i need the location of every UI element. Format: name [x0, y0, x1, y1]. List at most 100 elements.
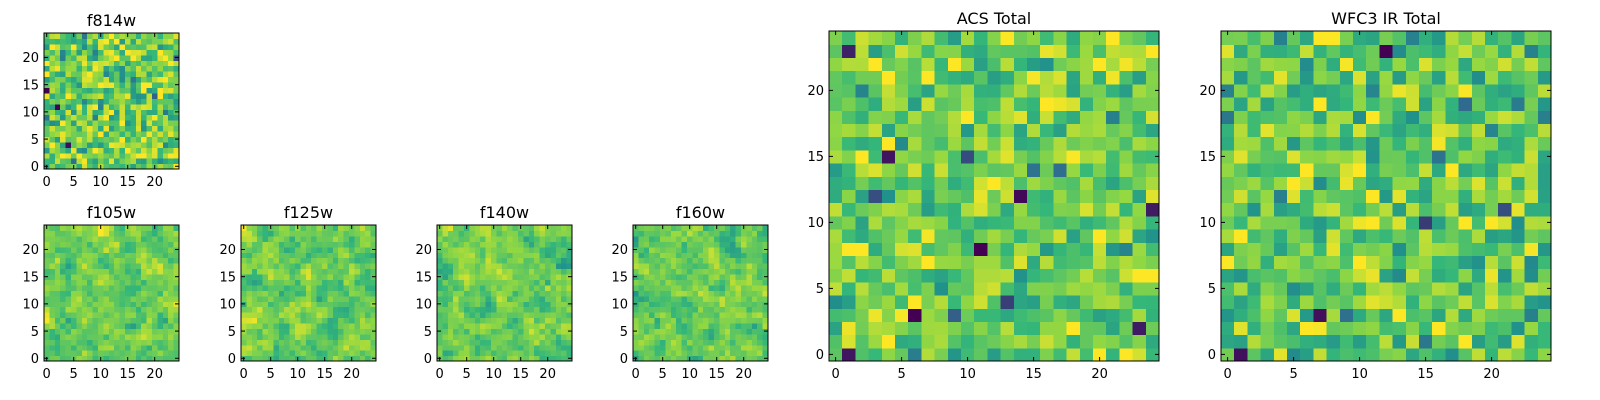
heatmap-cell	[71, 130, 77, 137]
heatmap-cell	[92, 49, 99, 56]
heatmap-cell	[1132, 163, 1147, 177]
heatmap-cell	[1234, 189, 1248, 204]
heatmap-cell	[534, 290, 541, 297]
y-tick-label: 15	[22, 78, 39, 93]
heatmap-cell	[108, 268, 115, 275]
heatmap-cell	[501, 322, 508, 329]
heatmap-cell	[1445, 347, 1460, 362]
heatmap-cell	[735, 246, 742, 253]
heatmap-cell	[550, 317, 557, 324]
heatmap-cell	[44, 71, 50, 78]
heatmap-cell	[550, 230, 557, 237]
heatmap-cell	[908, 334, 922, 349]
heatmap-cell	[649, 235, 656, 242]
heatmap-cell	[868, 31, 883, 45]
heatmap-cell	[1093, 163, 1107, 177]
heatmap-cell	[81, 295, 88, 302]
heatmap-cell	[114, 60, 121, 67]
heatmap-cell	[87, 295, 94, 302]
heatmap-cell	[60, 43, 67, 50]
heatmap-cell	[92, 225, 99, 232]
heatmap-cell	[1247, 163, 1262, 177]
heatmap-cell	[125, 141, 131, 148]
heatmap-cell	[687, 279, 693, 286]
heatmap-cell	[278, 252, 285, 259]
heatmap-cell	[692, 306, 699, 313]
heatmap-cell	[724, 344, 731, 351]
heatmap-cell	[665, 241, 672, 248]
heatmap-cell	[447, 301, 454, 308]
heatmap-cell	[974, 334, 988, 349]
heatmap-cell	[1247, 176, 1262, 190]
heatmap-cell	[485, 295, 492, 302]
heatmap-cell	[855, 347, 870, 362]
heatmap-cell	[1392, 255, 1407, 270]
heatmap-cell	[76, 33, 83, 40]
heatmap-cell	[316, 284, 323, 291]
heatmap-cell	[561, 317, 568, 324]
heatmap-cell	[1273, 97, 1288, 111]
heatmap-cell	[660, 246, 666, 253]
heatmap-cell	[98, 279, 104, 286]
heatmap-cell	[114, 230, 121, 237]
heatmap-cell	[1326, 176, 1341, 190]
heatmap-cell	[974, 163, 988, 177]
heatmap-cell	[268, 284, 274, 291]
heatmap-cell	[555, 322, 562, 329]
heatmap-cell	[1093, 31, 1107, 45]
heatmap-cell	[491, 230, 497, 237]
heatmap-cell	[501, 312, 508, 319]
heatmap-cell	[561, 279, 568, 286]
heatmap-cell	[633, 268, 639, 275]
heatmap-cell	[125, 246, 131, 253]
heatmap-cell	[119, 49, 126, 56]
heatmap-cell	[338, 225, 345, 232]
heatmap-cell	[87, 54, 94, 61]
heatmap-cell	[555, 344, 562, 351]
heatmap-cell	[550, 301, 557, 308]
heatmap-cell	[868, 281, 883, 296]
heatmap-cell	[349, 306, 355, 313]
heatmap-cell	[130, 263, 137, 270]
heatmap-cell	[947, 31, 962, 45]
heatmap-cell	[638, 333, 645, 340]
heatmap-cell	[987, 163, 1002, 177]
heatmap-cell	[157, 136, 164, 143]
heatmap-cell	[44, 38, 50, 45]
heatmap-cell	[908, 308, 922, 322]
heatmap-cell	[881, 123, 896, 138]
heatmap-cell	[130, 130, 137, 137]
heatmap-cell	[87, 109, 94, 116]
heatmap-cell	[135, 246, 142, 253]
heatmap-cell	[1221, 136, 1235, 151]
heatmap-cell	[921, 308, 936, 322]
heatmap-cell	[76, 333, 83, 340]
heatmap-cell	[44, 333, 50, 340]
heatmap-cell	[1432, 31, 1446, 45]
heatmap-cell	[1119, 44, 1134, 58]
heatmap-cell	[1119, 31, 1134, 45]
heatmap-cell	[654, 306, 661, 313]
heatmap-cell	[87, 290, 94, 297]
heatmap-cell	[714, 306, 720, 313]
heatmap-cell	[135, 225, 142, 232]
heatmap-cell	[1040, 334, 1054, 349]
heatmap-cell	[1458, 295, 1473, 309]
heatmap-cell	[1132, 189, 1147, 204]
heatmap-cell	[1221, 321, 1235, 336]
heatmap-cell	[130, 322, 137, 329]
heatmap-cell	[1313, 189, 1328, 204]
heatmap-cell	[1313, 123, 1328, 138]
heatmap-cell	[103, 54, 110, 61]
heatmap-cell	[322, 344, 328, 351]
heatmap-cell	[464, 301, 470, 308]
heatmap-cell	[649, 290, 656, 297]
heatmap-cell	[87, 301, 94, 308]
heatmap-cell	[168, 284, 175, 291]
heatmap-cell	[1273, 123, 1288, 138]
heatmap-cell	[512, 241, 519, 248]
heatmap-cell	[881, 242, 896, 256]
heatmap-cell	[719, 306, 726, 313]
heatmap-cell	[168, 163, 175, 170]
